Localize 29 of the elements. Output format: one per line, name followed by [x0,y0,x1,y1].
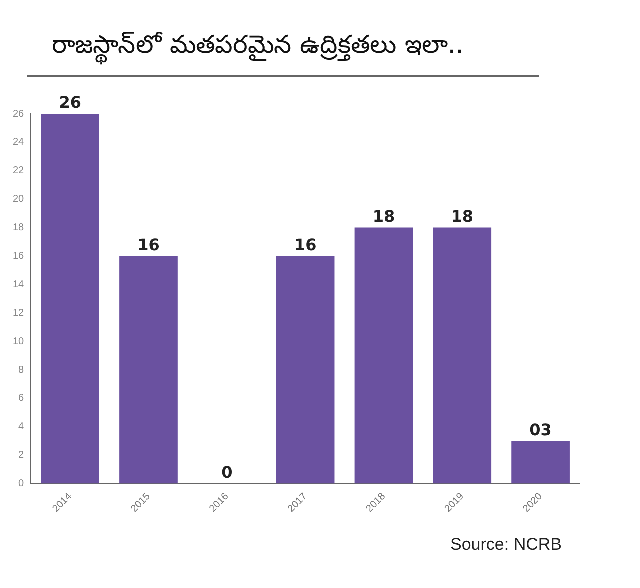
y-tick-label: 16 [13,250,25,262]
bar [433,228,492,484]
y-tick-label: 0 [18,478,25,490]
data-label: 03 [530,420,552,440]
y-tick-label: 22 [13,166,25,177]
data-label: 26 [59,93,82,112]
y-tick-label: 18 [13,222,25,234]
y-tick-label: 8 [18,364,25,376]
y-tick-label: 6 [18,393,25,404]
data-label: 18 [451,206,474,226]
y-tick-label: 12 [13,308,25,319]
y-tick-label: 10 [13,336,25,348]
source-note: Source: NCRB [450,535,562,555]
y-tick-label: 24 [13,137,25,148]
data-label: 16 [294,235,317,254]
bar [120,256,178,484]
y-tick-label: 14 [13,279,25,290]
bar [512,441,570,484]
bar [41,114,100,484]
y-tick-label: 26 [13,108,25,120]
data-label: 0 [222,462,233,482]
chart-title: రాజస్థాన్‌లో మతపరమైన ఉద్రిక్తతలు ఇలా.. [52,30,464,65]
data-label: 18 [372,206,396,226]
bar [276,256,335,484]
bar [354,228,414,484]
y-tick-label: 4 [18,422,25,433]
data-label: 16 [138,235,160,254]
y-tick-label: 2 [18,450,25,462]
y-tick-label: 20 [13,194,25,206]
